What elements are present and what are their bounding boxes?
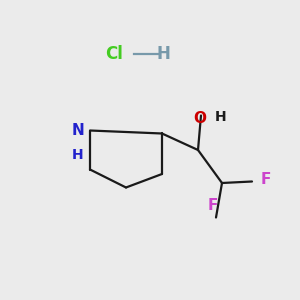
Text: H: H: [215, 110, 226, 124]
Text: H: H: [157, 45, 170, 63]
Text: F: F: [208, 198, 218, 213]
Text: H: H: [72, 148, 84, 161]
Text: N: N: [72, 123, 84, 138]
Text: O: O: [193, 111, 206, 126]
Text: F: F: [260, 172, 271, 188]
Text: Cl: Cl: [105, 45, 123, 63]
